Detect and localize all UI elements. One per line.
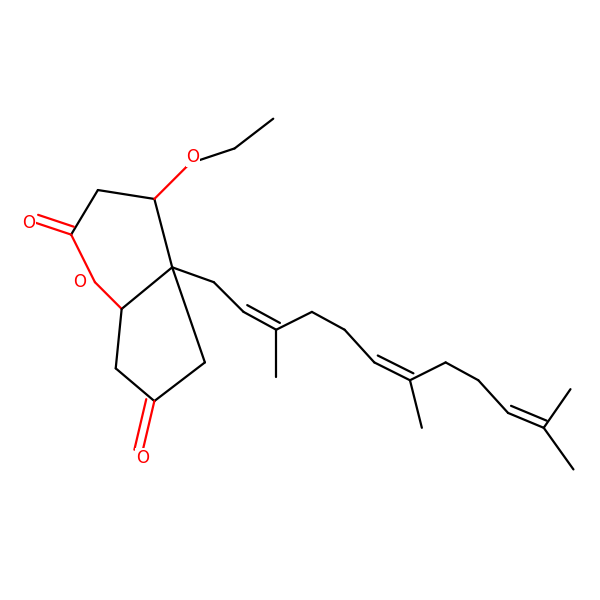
Text: O: O <box>187 148 199 166</box>
Text: O: O <box>74 273 86 291</box>
Text: O: O <box>22 214 35 232</box>
Text: O: O <box>136 449 149 467</box>
